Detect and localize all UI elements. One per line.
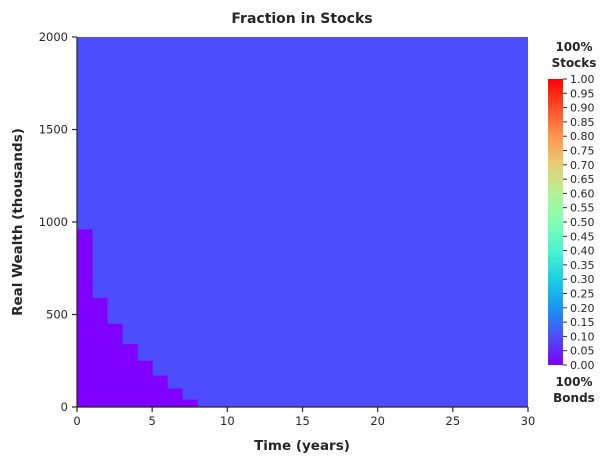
x-tick-label-15: 15 bbox=[295, 414, 310, 428]
colorbar-bottom-label-line2: Bonds bbox=[553, 391, 595, 405]
y-tick-label-2000: 2000 bbox=[39, 30, 68, 44]
colorbar-tick-label-18: 0.90 bbox=[570, 102, 595, 115]
heatmap-background bbox=[77, 37, 528, 407]
colorbar-tick-label-20: 1.00 bbox=[570, 73, 595, 86]
colorbar-tick-label-6: 0.30 bbox=[570, 273, 595, 286]
axes: 0 5 10 15 20 25 30 0 500 1000 1500 2000 bbox=[39, 30, 536, 428]
colorbar-tick-label-9: 0.45 bbox=[570, 230, 595, 243]
colorbar-tick-label-16: 0.80 bbox=[570, 130, 595, 143]
x-tick-label-0: 0 bbox=[73, 414, 80, 428]
y-tick-label-500: 500 bbox=[46, 308, 68, 322]
colorbar-gradient bbox=[548, 79, 563, 365]
colorbar-tick-label-10: 0.50 bbox=[570, 216, 595, 229]
y-tick-label-0: 0 bbox=[61, 400, 68, 414]
x-tick-label-20: 20 bbox=[370, 414, 385, 428]
colorbar-tick-label-11: 0.55 bbox=[570, 202, 595, 215]
colorbar-tick-label-1: 0.05 bbox=[570, 345, 595, 358]
low-region-cell-3 bbox=[122, 344, 138, 407]
colorbar-top-label-line1: 100% bbox=[555, 40, 592, 54]
colorbar-tick-label-19: 0.95 bbox=[570, 87, 595, 100]
chart-title: Fraction in Stocks bbox=[231, 11, 372, 27]
colorbar-tick-label-15: 0.75 bbox=[570, 145, 595, 158]
colorbar-tick-label-3: 0.15 bbox=[570, 316, 595, 329]
low-region-cell-5 bbox=[152, 375, 168, 407]
low-region-cell-6 bbox=[167, 388, 183, 407]
colorbar-tick-label-8: 0.40 bbox=[570, 245, 595, 258]
x-tick-label-25: 25 bbox=[446, 414, 461, 428]
colorbar-tick-label-14: 0.70 bbox=[570, 159, 595, 172]
colorbar-ticks: 0.000.05 0.100.150.200.25 0.300.350.40 0.45… bbox=[563, 73, 595, 372]
low-region-cell-4 bbox=[137, 360, 153, 407]
y-tick-label-1000: 1000 bbox=[39, 215, 68, 229]
colorbar-tick-label-7: 0.35 bbox=[570, 259, 595, 272]
colorbar-tick-label-17: 0.85 bbox=[570, 116, 595, 129]
x-tick-label-30: 30 bbox=[521, 414, 536, 428]
low-region-group bbox=[77, 229, 198, 407]
low-region-cell-7 bbox=[182, 399, 198, 407]
x-tick-label-5: 5 bbox=[149, 414, 156, 428]
colorbar-tick-label-12: 0.60 bbox=[570, 187, 595, 200]
colorbar-bottom-label-line1: 100% bbox=[555, 375, 592, 389]
colorbar-tick-label-5: 0.25 bbox=[570, 288, 595, 301]
colorbar-tick-label-2: 0.10 bbox=[570, 330, 595, 343]
colorbar-top-label-line2: Stocks bbox=[552, 56, 597, 70]
colorbar-tick-label-13: 0.65 bbox=[570, 173, 595, 186]
plot-area bbox=[77, 37, 528, 407]
low-region-cell-0 bbox=[77, 229, 93, 407]
colorbar-tick-label-4: 0.20 bbox=[570, 302, 595, 315]
x-axis-label: Time (years) bbox=[254, 438, 350, 454]
y-tick-label-1500: 1500 bbox=[39, 123, 68, 137]
colorbar-tick-label-0: 0.00 bbox=[570, 359, 595, 372]
y-axis-label: Real Wealth (thousands) bbox=[10, 128, 26, 316]
x-tick-label-10: 10 bbox=[220, 414, 235, 428]
low-region-cell-1 bbox=[92, 297, 108, 407]
colorbar: 100% Stocks 0.000.05 0.100.150.200.25 0.30… bbox=[548, 40, 596, 405]
low-region-cell-2 bbox=[107, 323, 123, 407]
